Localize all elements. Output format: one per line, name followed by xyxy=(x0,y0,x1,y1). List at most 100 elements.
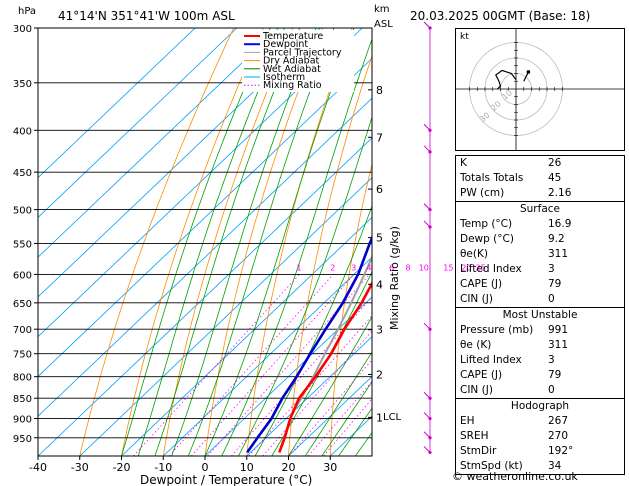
index-key: StmDir xyxy=(460,445,497,457)
hodograph-ring-label: 20 xyxy=(489,99,503,112)
index-value: 0 xyxy=(548,293,555,305)
pressure-tick-label: 800 xyxy=(13,373,32,384)
isotherm-line xyxy=(204,296,372,456)
wind-barb xyxy=(423,431,431,439)
mixing-ratio-label: 2 xyxy=(330,263,335,272)
index-value: 311 xyxy=(548,248,569,260)
index-value: 45 xyxy=(548,172,562,184)
index-row: CIN (J) 0 xyxy=(456,292,624,307)
index-row: SREH 270 xyxy=(456,429,624,444)
temperature-tick-label: 10 xyxy=(240,461,254,474)
pressure-tick-label: 850 xyxy=(13,394,32,405)
index-value: 270 xyxy=(548,430,569,442)
wet-adiabat-line xyxy=(338,407,372,456)
isotherm-line xyxy=(38,57,372,378)
index-value: 267 xyxy=(548,415,569,427)
wet-adiabat-line xyxy=(304,351,372,456)
pressure-tick-label: 300 xyxy=(13,24,32,35)
asl-label: ASL xyxy=(374,19,393,30)
km-tick-label: 2 xyxy=(376,368,383,381)
index-row: Pressure (mb) 991 xyxy=(456,323,624,338)
hodograph-trace xyxy=(495,69,517,90)
index-key: PW (cm) xyxy=(460,187,505,199)
mixing-ratio-line xyxy=(231,296,372,456)
temperature-tick-label: -20 xyxy=(113,461,131,474)
index-value: 0 xyxy=(548,384,555,396)
mixing-ratio-line xyxy=(248,315,372,456)
mixing-ratio-label: 8 xyxy=(406,263,411,272)
location-title: 41°14'N 351°41'W 100m ASL xyxy=(58,9,235,23)
index-row: Dewp (°C) 9.2 xyxy=(456,232,624,247)
mixing-ratio-line xyxy=(191,274,355,456)
km-axis: 8 7 6 5 4 3 2 1 LCL xyxy=(368,84,402,424)
hodograph-title: Hodograph xyxy=(510,400,570,412)
most-unstable-title: Most Unstable xyxy=(502,309,578,321)
index-key: K xyxy=(460,157,467,169)
legend-item: Temperature xyxy=(262,31,323,42)
skewt-profiles xyxy=(246,234,372,454)
isotherm-line xyxy=(246,336,372,456)
wind-barb xyxy=(423,391,431,399)
temperature-axis: -40 -30 -20 -10 0 10 20 30 xyxy=(29,456,337,474)
temperature-tick-label: -10 xyxy=(154,461,172,474)
index-value: 3 xyxy=(548,354,555,366)
temperature-line xyxy=(278,280,372,453)
plot-frame xyxy=(37,27,373,457)
wet-adiabat-line xyxy=(321,380,372,456)
hodograph-ring-label: 10 xyxy=(500,88,514,101)
km-label: km xyxy=(374,4,390,15)
pressure-tick-label: 400 xyxy=(13,126,32,137)
index-key: CAPE (J) xyxy=(460,278,503,290)
mixing-ratio-label: 20 xyxy=(461,263,471,272)
surface-title: Surface xyxy=(519,203,560,215)
index-value: 26 xyxy=(548,157,562,169)
pressure-tick-label: 900 xyxy=(13,415,32,426)
credit-text: © weatheronline.co.uk xyxy=(452,470,578,483)
index-row: CAPE (J) 79 xyxy=(456,277,624,292)
temperature-tick-label: 20 xyxy=(282,461,296,474)
mixing-ratio-line xyxy=(323,398,372,456)
isotherm-line xyxy=(38,137,372,456)
wind-barb xyxy=(423,412,431,419)
most-unstable-section: Most Unstable Pressure (mb) 991 θe (K) 311 L… xyxy=(456,307,624,398)
wet-adiabat-line xyxy=(288,316,372,456)
index-key: StmSpd (kt) xyxy=(460,460,523,472)
temperature-tick-label: -40 xyxy=(29,461,47,474)
km-tick-label: 6 xyxy=(376,183,383,196)
pressure-tick-label: 550 xyxy=(13,239,32,250)
mixing-ratio-label: 1 xyxy=(296,263,301,272)
basic-indices: K 26 Totals Totals 45 PW (cm) 2.16 xyxy=(456,156,624,201)
hodograph-ring-label: 30 xyxy=(478,111,492,124)
isotherm-line xyxy=(288,375,372,456)
mixing-ratio-label: 10 xyxy=(419,263,429,272)
index-row: Temp (°C) 16.9 xyxy=(456,217,624,232)
pressure-tick-label: 600 xyxy=(13,270,32,281)
legend-box xyxy=(242,30,354,92)
legend-item: Mixing Ratio xyxy=(263,80,322,91)
indices-table: K 26 Totals Totals 45 PW (cm) 2.16 Surface Te… xyxy=(455,155,625,475)
storm-motion-marker xyxy=(526,70,531,74)
isotherm-line xyxy=(38,28,196,179)
legend-item: Isotherm xyxy=(263,72,305,83)
index-row: EH 267 xyxy=(456,414,624,429)
skewt-grid xyxy=(38,28,372,456)
wet-adiabat-line xyxy=(187,28,335,456)
temperature-tick-label: 30 xyxy=(323,461,337,474)
mixing-ratio-line xyxy=(307,380,372,456)
pressure-tick-label: 450 xyxy=(13,168,32,179)
wind-barb xyxy=(423,123,431,131)
index-key: Temp (°C) xyxy=(460,218,513,230)
index-row: CIN (J) 0 xyxy=(456,383,624,398)
index-value: 991 xyxy=(548,324,569,336)
km-tick-label: 8 xyxy=(376,84,383,97)
mixing-ratio-label: 25 xyxy=(476,263,486,272)
index-key: CAPE (J) xyxy=(460,369,503,381)
wind-barb xyxy=(423,446,431,453)
index-key: Lifted Index xyxy=(460,354,522,366)
hodograph-section: Hodograph EH 267 SREH 270 StmDir 192° StmSpd (… xyxy=(456,398,624,474)
index-value: 192° xyxy=(548,445,574,457)
legend-item: Parcel Trajectory xyxy=(263,47,342,58)
isotherm-line xyxy=(38,28,238,218)
index-value: 2.16 xyxy=(548,187,572,199)
